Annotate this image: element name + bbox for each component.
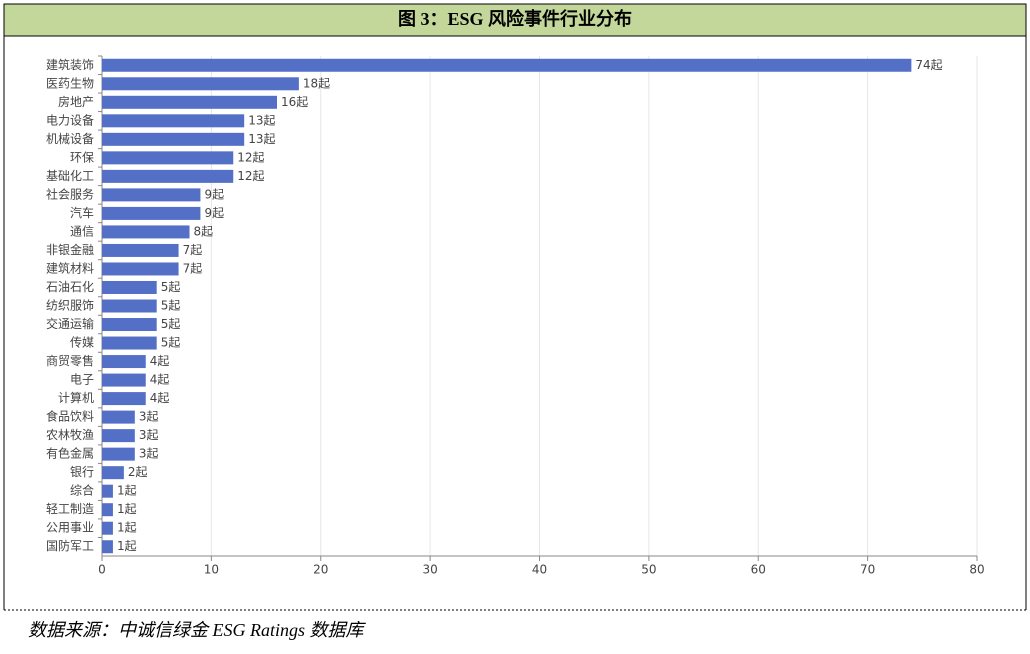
value-label: 9起 <box>204 206 224 220</box>
value-label: 4起 <box>150 391 170 405</box>
value-label: 3起 <box>139 428 159 442</box>
value-label: 4起 <box>150 354 170 368</box>
x-tick-label: 30 <box>422 563 437 577</box>
bar <box>102 429 135 443</box>
value-label: 5起 <box>161 299 181 313</box>
value-label: 1起 <box>117 484 137 498</box>
y-tick-label: 农林牧渔 <box>46 428 94 442</box>
bar <box>102 521 113 535</box>
y-tick-label: 环保 <box>70 150 94 164</box>
y-tick-label: 电力设备 <box>46 113 94 127</box>
x-tick-label: 40 <box>532 563 547 577</box>
chart-title: 图 3：ESG 风险事件行业分布 <box>398 8 632 29</box>
bar <box>102 151 234 165</box>
y-tick-label: 有色金属 <box>46 446 94 461</box>
value-label: 4起 <box>150 373 170 387</box>
y-tick-label: 石油石化 <box>46 280 94 294</box>
y-tick-label: 国防军工 <box>46 538 94 553</box>
value-label: 74起 <box>915 58 942 72</box>
x-tick-label: 50 <box>641 563 656 577</box>
bar <box>102 299 157 313</box>
value-label: 5起 <box>161 317 181 331</box>
y-tick-label: 房地产 <box>58 94 94 109</box>
bar <box>102 466 124 480</box>
bar <box>102 484 113 498</box>
bar <box>102 262 179 276</box>
y-tick-label: 公用事业 <box>46 521 94 535</box>
y-tick-label: 汽车 <box>70 205 94 220</box>
value-label: 1起 <box>117 539 137 553</box>
bar <box>102 373 146 387</box>
bar <box>102 318 157 332</box>
x-tick-label: 70 <box>860 563 875 577</box>
bar <box>102 206 201 220</box>
bar <box>102 58 912 72</box>
value-label: 9起 <box>204 187 224 201</box>
bar <box>102 132 245 146</box>
value-label: 7起 <box>183 261 203 275</box>
title-band <box>3 3 1027 37</box>
y-tick-label: 通信 <box>70 224 94 238</box>
value-label: 12起 <box>237 169 264 183</box>
y-tick-label: 建筑材料 <box>46 260 94 275</box>
value-label: 7起 <box>183 243 203 257</box>
y-tick-label: 商贸零售 <box>46 353 94 368</box>
y-tick-label: 机械设备 <box>46 131 94 146</box>
value-label: 8起 <box>194 224 214 238</box>
value-label: 3起 <box>139 410 159 424</box>
y-tick-label: 交通运输 <box>46 316 94 331</box>
value-label: 5起 <box>161 336 181 350</box>
bar <box>102 280 157 294</box>
value-label: 12起 <box>237 150 264 164</box>
x-tick-label: 20 <box>313 563 328 577</box>
y-tick-label: 社会服务 <box>46 186 94 201</box>
bar <box>102 188 201 202</box>
bar <box>102 225 190 239</box>
x-tick-label: 10 <box>204 563 219 577</box>
bar <box>102 169 234 183</box>
y-tick-label: 纺织服饰 <box>46 299 94 313</box>
value-label: 18起 <box>303 76 330 90</box>
value-label: 3起 <box>139 447 159 461</box>
value-label: 13起 <box>248 113 275 127</box>
bar <box>102 114 245 128</box>
y-tick-label: 食品饮料 <box>46 409 94 424</box>
y-tick-label: 传媒 <box>70 335 94 350</box>
value-label: 1起 <box>117 521 137 535</box>
value-label: 16起 <box>281 95 308 109</box>
bar <box>102 503 113 517</box>
y-tick-label: 基础化工 <box>46 169 94 183</box>
y-tick-label: 建筑装饰 <box>46 57 94 72</box>
bar <box>102 77 299 91</box>
y-tick-label: 计算机 <box>58 390 94 405</box>
x-tick-label: 0 <box>98 563 106 577</box>
value-label: 2起 <box>128 465 148 479</box>
bar <box>102 95 277 109</box>
y-tick-label: 综合 <box>70 483 94 498</box>
x-tick-label: 80 <box>969 563 984 577</box>
y-tick-label: 医药生物 <box>46 76 94 90</box>
bar <box>102 447 135 461</box>
value-label: 5起 <box>161 280 181 294</box>
y-tick-label: 银行 <box>70 465 94 479</box>
y-tick-label: 轻工制造 <box>46 502 94 516</box>
bar <box>102 410 135 424</box>
x-tick-label: 60 <box>751 563 766 577</box>
bar <box>102 540 113 554</box>
bar <box>102 392 146 406</box>
y-tick-label: 电子 <box>70 373 94 387</box>
bar <box>102 355 146 369</box>
bar <box>102 243 179 257</box>
y-tick-label: 非银金融 <box>46 242 94 257</box>
source: 数据来源：中诚信绿金 ESG Ratings 数据库 <box>28 620 366 640</box>
value-label: 1起 <box>117 502 137 516</box>
bar <box>102 336 157 350</box>
value-label: 13起 <box>248 132 275 146</box>
